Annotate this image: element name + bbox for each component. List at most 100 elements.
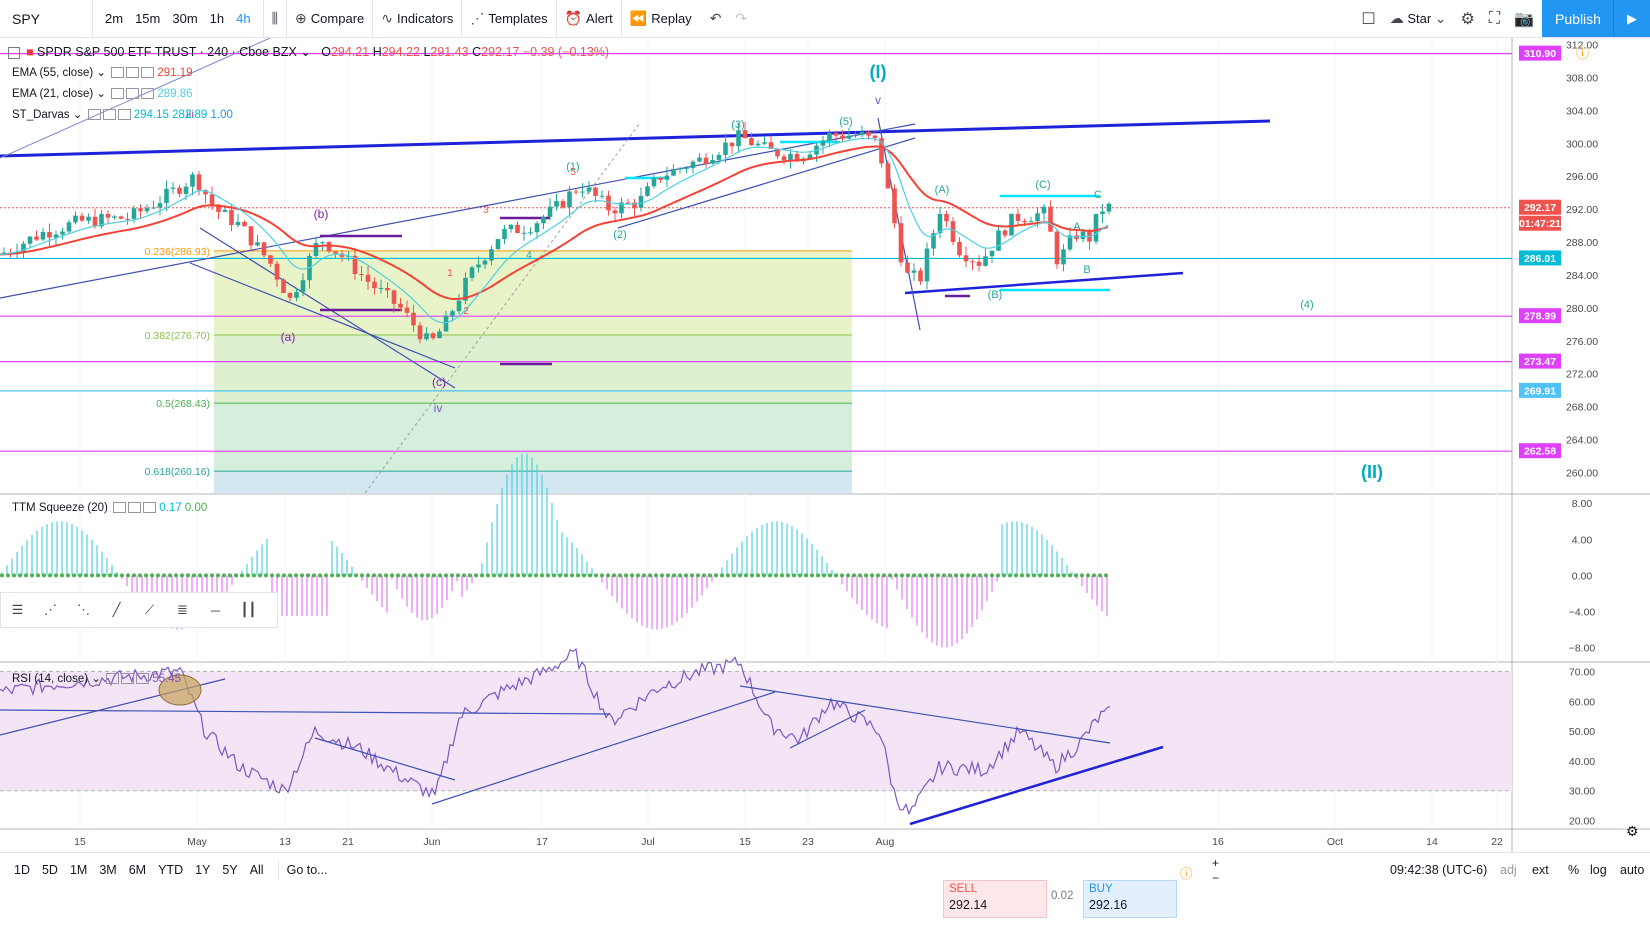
- buy-button[interactable]: [1083, 880, 1177, 918]
- candle-body: [593, 187, 598, 196]
- range-1y[interactable]: 1Y: [195, 863, 211, 877]
- elliott-wave-icon[interactable]: ⋰: [44, 602, 57, 617]
- rsi-legend[interactable]: RSI (14, close) ⌄ 55.45: [12, 673, 182, 685]
- trendline[interactable]: [617, 137, 916, 229]
- trendline[interactable]: [364, 122, 641, 494]
- fullscreen-icon[interactable]: ⛶: [1488, 9, 1501, 27]
- trendline[interactable]: [189, 262, 456, 369]
- rsi-trendline[interactable]: [789, 709, 866, 749]
- price-tag-label: 01:47:21: [1519, 218, 1561, 230]
- info-icon[interactable]: ⓘ: [1180, 867, 1193, 881]
- ttm-tick: 4.00: [1572, 534, 1593, 546]
- rsi-tick: 50.00: [1569, 726, 1595, 738]
- ext-toggle[interactable]: ext: [1532, 863, 1549, 877]
- range-1m[interactable]: 1M: [69, 863, 88, 877]
- darvas-legend[interactable]: ST_Darvas ⌄ 294.15 282.89 1.00: [12, 109, 233, 121]
- ema55-legend[interactable]: EMA (55, close) ⌄ 291.19: [12, 67, 193, 79]
- publish-button[interactable]: Publish: [1542, 0, 1614, 37]
- replay-button[interactable]: ⏪ Replay ↶ ↷: [620, 0, 755, 37]
- candle-body: [177, 187, 182, 194]
- price-tag-label: 278.99: [1524, 311, 1556, 323]
- wave-label: 4: [526, 250, 532, 261]
- warning-icon[interactable]: ⓘ: [1576, 46, 1590, 61]
- squeeze-dot: [168, 573, 172, 578]
- alert-button[interactable]: ⏰ Alert: [555, 0, 621, 37]
- ray-icon[interactable]: ⟋: [144, 602, 155, 617]
- bars-icon[interactable]: ┃┃: [240, 602, 257, 617]
- candle-body: [768, 142, 774, 149]
- symbol-search[interactable]: SPY: [12, 10, 41, 27]
- rsi-trendline[interactable]: [0, 709, 611, 715]
- fib-icon[interactable]: ≣: [177, 602, 188, 617]
- layout-icon[interactable]: ☐: [1361, 10, 1376, 28]
- undo-icon[interactable]: ↶: [709, 10, 722, 26]
- price-tag-label: 310.90: [1524, 48, 1556, 60]
- candle-body: [66, 222, 72, 232]
- squeeze-dot: [954, 573, 958, 578]
- zoom-out-icon[interactable]: −: [1212, 871, 1220, 885]
- star-button[interactable]: ☁ Star ⌄: [1390, 10, 1447, 27]
- settings-gear-icon[interactable]: ⚙: [1460, 10, 1475, 28]
- goto-button[interactable]: Go to...: [286, 863, 328, 877]
- trendline[interactable]: [0, 38, 271, 159]
- range-6m[interactable]: 6M: [128, 863, 147, 877]
- rsi-trendline[interactable]: [739, 685, 1111, 744]
- ttm-legend[interactable]: TTM Squeeze (20) 0.17 0.00: [12, 502, 207, 514]
- range-3m[interactable]: 3M: [99, 863, 117, 877]
- interval-30m[interactable]: 30m: [172, 11, 198, 26]
- interval-1h[interactable]: 1h: [209, 11, 225, 26]
- compare-button[interactable]: ⊕ Compare: [286, 0, 372, 37]
- zoom-in-icon[interactable]: +: [1212, 856, 1220, 870]
- interval-15m[interactable]: 15m: [135, 11, 161, 26]
- chart-canvas[interactable]: 0.236(286.93) 0.382(276.70) 0.5(268.43) 0.6…: [0, 38, 1650, 852]
- chart-type-button[interactable]: ⫼: [262, 0, 286, 37]
- range-ytd[interactable]: YTD: [158, 863, 184, 877]
- chart-settings-icon[interactable]: ⚙: [1626, 823, 1639, 839]
- rsi-trendline[interactable]: [314, 737, 456, 781]
- collapse-icon[interactable]: [8, 46, 20, 59]
- range-1d[interactable]: 1D: [14, 863, 30, 877]
- candle-body: [398, 303, 403, 308]
- time-tick: Jun: [424, 836, 441, 848]
- fib-retracement[interactable]: 0.236(286.93) 0.382(276.70) 0.5(268.43) 0.6…: [145, 246, 852, 493]
- ema21-label: EMA (21, close): [12, 88, 94, 100]
- play-icon[interactable]: ▶: [1613, 0, 1650, 37]
- horizontal-line-icon[interactable]: ─: [210, 602, 221, 618]
- interval-2m[interactable]: 2m: [105, 11, 124, 26]
- trendline[interactable]: [0, 123, 916, 299]
- trendline[interactable]: [0, 119, 1271, 158]
- templates-button[interactable]: ⋰ Templates: [461, 0, 555, 37]
- rsi-highlight-ellipse[interactable]: [158, 674, 202, 706]
- horizontal-lines[interactable]: [0, 53, 1512, 452]
- redo-icon[interactable]: ↷: [735, 10, 748, 26]
- candle-body: [274, 263, 280, 280]
- rsi-trendline[interactable]: [431, 691, 776, 805]
- adj-toggle[interactable]: adj: [1500, 863, 1517, 877]
- sell-button[interactable]: [943, 880, 1047, 918]
- trendline-icon[interactable]: ╱: [112, 602, 121, 617]
- candle-body: [203, 190, 208, 195]
- abc-wave-icon[interactable]: ⋱: [77, 602, 90, 617]
- candle-body: [352, 255, 358, 275]
- trendline[interactable]: [199, 227, 456, 389]
- ema21-legend[interactable]: EMA (21, close) ⌄ 289.86: [12, 88, 193, 100]
- price-tag-label: 292.17: [1524, 202, 1556, 214]
- indicators-button[interactable]: ∿ Indicators: [372, 0, 461, 37]
- candle-body: [976, 261, 982, 266]
- candle-body: [34, 236, 39, 240]
- wave-label: C: [1094, 189, 1102, 201]
- squeeze-dot: [924, 573, 928, 578]
- lines-icon[interactable]: ☰: [11, 602, 24, 617]
- range-5y[interactable]: 5Y: [222, 863, 238, 877]
- rsi-trendline[interactable]: [909, 745, 1164, 826]
- interval-4h[interactable]: 4h: [236, 11, 251, 26]
- percent-toggle[interactable]: %: [1568, 863, 1580, 877]
- trendline[interactable]: [904, 271, 1184, 295]
- log-toggle[interactable]: log: [1590, 863, 1607, 877]
- range-all[interactable]: All: [249, 863, 264, 877]
- camera-icon[interactable]: 📷: [1514, 10, 1534, 28]
- auto-toggle[interactable]: auto: [1620, 863, 1645, 877]
- trend-drawings[interactable]: [0, 38, 1271, 494]
- range-5d[interactable]: 5D: [41, 863, 58, 877]
- squeeze-dot: [48, 573, 52, 578]
